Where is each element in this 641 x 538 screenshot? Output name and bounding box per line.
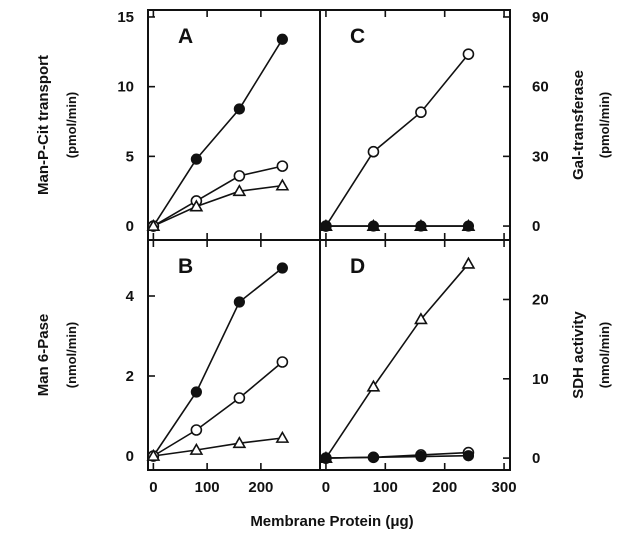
- y-tick-label: 0: [532, 218, 540, 235]
- filled-circle-marker: [190, 153, 202, 165]
- open-triangle-marker: [232, 436, 247, 449]
- series-line: [152, 267, 283, 457]
- y-axis-unit: (nmol/min): [597, 322, 612, 388]
- y-axis-label: Man 6-Pase: [35, 314, 52, 397]
- panel-label: B: [178, 255, 193, 278]
- y-tick-label: 20: [532, 291, 549, 308]
- y-axis-label: Man-P-Cit transport: [35, 55, 52, 195]
- open-circle-marker: [276, 160, 289, 172]
- y-tick-label: 15: [117, 9, 134, 26]
- panel-label: C: [350, 25, 365, 48]
- open-triangle-marker: [275, 178, 290, 191]
- open-triangle-marker: [275, 430, 290, 443]
- panel-frame: [319, 239, 511, 471]
- filled-circle-marker: [367, 220, 380, 232]
- open-circle-marker: [233, 170, 246, 182]
- x-tick-label: 100: [195, 479, 220, 496]
- filled-circle-marker: [320, 452, 332, 464]
- series-line: [152, 38, 284, 227]
- series-line: [152, 361, 283, 457]
- open-circle-marker: [190, 424, 203, 436]
- y-tick-label: 10: [532, 371, 549, 388]
- y-tick-label: 5: [126, 148, 134, 165]
- open-triangle-marker: [461, 256, 476, 269]
- series-line: [153, 437, 283, 457]
- y-tick-label: 2: [126, 368, 134, 385]
- series-line: [153, 184, 283, 227]
- open-triangle-marker: [189, 442, 204, 455]
- open-triangle-marker: [232, 184, 247, 197]
- filled-circle-marker: [233, 296, 245, 308]
- filled-circle-marker: [233, 103, 245, 115]
- y-axis-unit: (pmol/min): [597, 92, 612, 158]
- x-tick-label: 200: [248, 479, 273, 496]
- filled-circle-marker: [462, 220, 475, 232]
- y-tick-label: 60: [532, 79, 549, 96]
- panel-c: 0 30 60 90 C Gal-transferase (pmol/min): [319, 9, 612, 241]
- panel-b: 0 2 4 0 100 200 B Man 6-Pase (nmol/min): [35, 239, 321, 496]
- open-circle-marker: [415, 106, 427, 119]
- filled-circle-marker: [276, 33, 288, 45]
- series-line: [152, 165, 283, 227]
- filled-circle-marker: [367, 451, 380, 463]
- open-triangle-marker: [146, 218, 161, 231]
- y-tick-label: 4: [126, 288, 135, 305]
- series-line: [325, 454, 469, 459]
- panel-frame: [147, 239, 321, 471]
- y-tick-label: 0: [532, 450, 540, 467]
- open-circle-marker: [367, 145, 380, 158]
- y-axis-unit: (nmol/min): [64, 322, 79, 388]
- filled-circle-marker: [320, 220, 332, 232]
- panels: 0 5 10 15 A Man-P-Cit transport (pmol/min) 0 30 6…: [35, 9, 612, 496]
- x-tick-label: 100: [373, 479, 398, 496]
- y-tick-label: 0: [126, 218, 134, 235]
- panel-a: 0 5 10 15 A Man-P-Cit transport (pmol/min): [35, 9, 321, 241]
- panel-frame: [319, 9, 511, 241]
- x-tick-label: 200: [432, 479, 457, 496]
- open-triangle-marker: [366, 379, 381, 392]
- x-axis-label: Membrane Protein (μg): [250, 513, 413, 530]
- filled-circle-marker: [462, 450, 475, 462]
- y-axis-label: Gal-transferase: [570, 70, 587, 180]
- panel-label: D: [350, 255, 365, 278]
- series-line: [325, 53, 470, 227]
- panel-label: A: [178, 25, 193, 48]
- x-tick-label: 300: [492, 479, 517, 496]
- series-line: [325, 263, 470, 459]
- x-tick-label: 0: [322, 479, 330, 496]
- open-circle-marker: [233, 392, 246, 404]
- filled-circle-marker: [415, 220, 427, 232]
- x-tick-label: 0: [149, 479, 157, 496]
- filled-circle-marker: [276, 262, 288, 274]
- y-axis-unit: (pmol/min): [64, 92, 79, 158]
- open-triangle-marker: [414, 312, 428, 325]
- open-triangle-marker: [189, 199, 204, 212]
- y-tick-label: 10: [117, 79, 134, 96]
- y-tick-label: 30: [532, 148, 549, 165]
- filled-circle-marker: [190, 386, 202, 398]
- open-circle-marker: [276, 356, 289, 368]
- filled-circle-marker: [415, 450, 427, 463]
- y-axis-label: SDH activity: [570, 311, 587, 399]
- panel-frame: [147, 9, 321, 241]
- open-triangle-marker: [146, 448, 161, 461]
- open-circle-marker: [462, 48, 475, 60]
- y-tick-label: 90: [532, 9, 549, 26]
- y-tick-label: 0: [126, 448, 134, 465]
